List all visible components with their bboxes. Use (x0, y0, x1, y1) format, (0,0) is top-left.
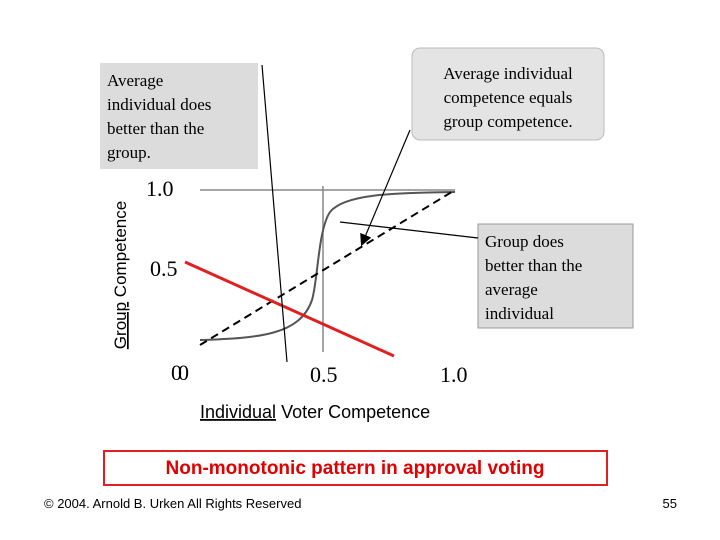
page-number: 55 (663, 496, 677, 511)
callout-line: individual does (107, 95, 211, 114)
callout-line: better than the (485, 256, 582, 275)
x-axis-label: Individual Voter Competence (200, 402, 430, 422)
callout-text: Average individual does better than the gro… (107, 71, 211, 162)
sigmoid-curve (199, 191, 456, 341)
callout-line: Group does (485, 232, 564, 251)
banner-box (103, 450, 608, 486)
pointer (261, 64, 288, 363)
y-axis-label-rest: Competence (111, 201, 130, 297)
x-axis-label-underlined: Individual (200, 402, 276, 422)
callout-line: competence equals (444, 88, 573, 107)
x-tick-label: 0.5 (310, 362, 338, 387)
callout-line: average (485, 280, 538, 299)
diagonal (199, 189, 456, 346)
callout-box (477, 223, 634, 329)
copyright: © 2004. Arnold B. Urken All Rights Reser… (44, 496, 301, 511)
callout-line: better than the (107, 119, 204, 138)
pointer (339, 221, 479, 239)
y-tick-label: 0.5 (150, 256, 178, 281)
y-axis-label: Group Competence (111, 201, 130, 349)
y-tick-label: 0 (171, 360, 182, 385)
banner: Non-monotonic pattern in approval voting (166, 458, 545, 479)
y-axis-label-underlined: Group (111, 302, 130, 349)
y-tick-label: 1.0 (146, 176, 174, 201)
callout-box (411, 47, 605, 141)
callout-line: group. (107, 143, 151, 162)
callout-line: group competence. (443, 112, 572, 131)
callout-box (100, 63, 258, 169)
callout-text: Average individual competence equals group… (443, 64, 573, 131)
x-axis-label-rest: Voter Competence (281, 402, 430, 422)
red-line (184, 260, 395, 358)
callout-line: individual (485, 304, 554, 323)
callout-line: Average (107, 71, 163, 90)
x-tick-label: 1.0 (440, 362, 468, 387)
callout-text: Group does better than the average individu… (485, 232, 582, 323)
x-tick-label: 0 (178, 360, 189, 385)
callout-line: Average individual (443, 64, 573, 83)
